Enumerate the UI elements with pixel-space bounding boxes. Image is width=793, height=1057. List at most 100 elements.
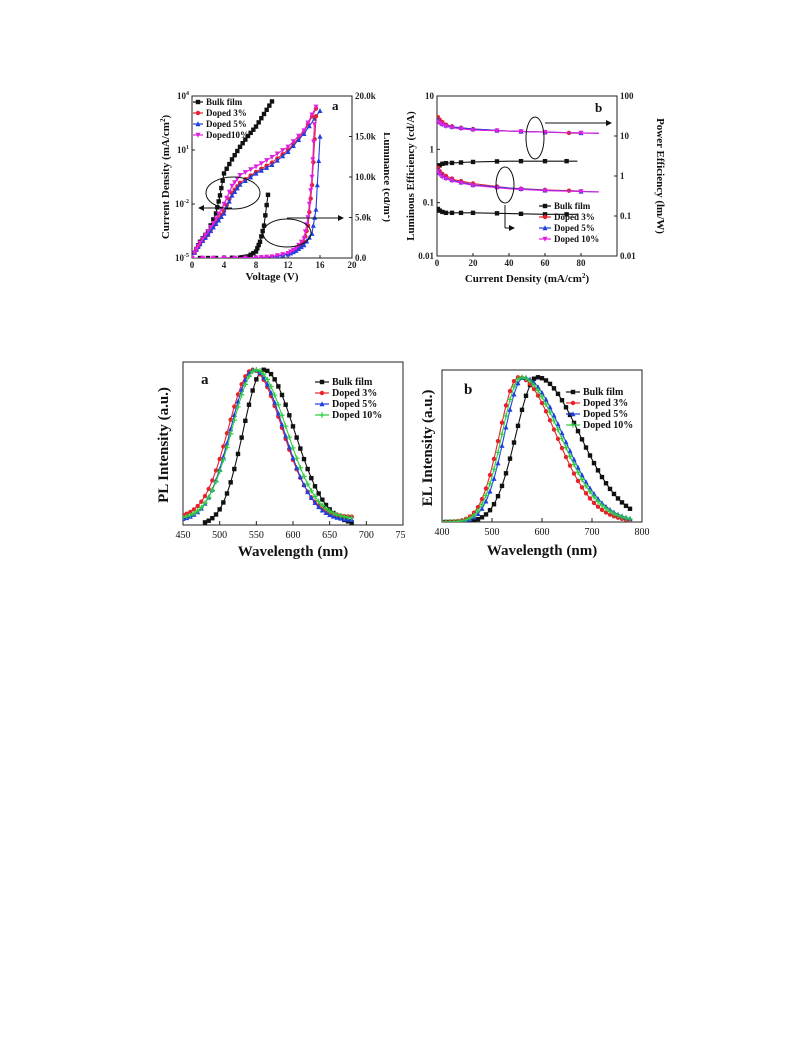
data-point <box>261 111 267 117</box>
y2-axis-label: Luminance (cd/m2) <box>381 132 390 222</box>
data-point <box>583 483 589 489</box>
data-point <box>221 210 227 216</box>
data-point <box>555 436 561 442</box>
data-point <box>503 424 509 430</box>
data-point <box>243 137 248 142</box>
panel-label: a <box>332 98 339 113</box>
data-point <box>308 188 314 194</box>
tick-label: 0.1 <box>423 198 435 208</box>
data-point <box>306 123 312 129</box>
legend-label: Doped 5% <box>554 223 595 233</box>
data-point <box>483 498 489 504</box>
data-point <box>443 124 449 130</box>
data-point <box>571 461 577 468</box>
data-point <box>268 390 274 395</box>
data-point <box>197 255 203 258</box>
data-point <box>317 108 323 114</box>
data-point <box>301 242 307 248</box>
data-point <box>210 220 216 226</box>
legend-marker <box>195 121 201 127</box>
data-point <box>483 492 489 499</box>
arrow-head-le <box>606 120 612 126</box>
data-point <box>603 510 609 515</box>
legend-label: Doped 3% <box>332 388 377 399</box>
data-point <box>619 514 625 520</box>
data-point <box>518 211 524 217</box>
data-point <box>290 424 296 429</box>
data-point <box>499 483 505 489</box>
data-point <box>254 377 259 382</box>
data-point <box>259 234 264 239</box>
data-point <box>260 371 267 377</box>
tick-label: 0 <box>190 260 195 270</box>
data-point <box>310 222 316 228</box>
data-point <box>224 491 230 496</box>
data-point <box>591 460 597 466</box>
data-point <box>470 159 476 165</box>
data-point <box>232 404 237 409</box>
legend-marker <box>195 99 201 105</box>
data-point <box>216 211 222 217</box>
data-point <box>563 405 569 410</box>
data-point <box>564 158 569 164</box>
data-point <box>523 393 529 398</box>
data-point <box>567 412 573 418</box>
data-point <box>518 129 524 135</box>
data-point <box>458 160 464 165</box>
tick-label: 500 <box>212 530 227 541</box>
data-point <box>305 489 311 495</box>
data-point <box>323 505 329 512</box>
data-point <box>319 507 325 513</box>
data-point <box>198 504 205 511</box>
data-point <box>216 217 222 223</box>
data-point <box>551 412 557 418</box>
data-point <box>559 445 565 451</box>
data-point <box>221 171 227 176</box>
data-point <box>315 498 322 505</box>
data-point <box>458 210 464 216</box>
data-point <box>595 498 601 505</box>
tick-label: 1 <box>620 171 625 181</box>
data-point <box>279 392 285 398</box>
data-point <box>471 518 477 522</box>
data-point <box>301 236 307 242</box>
tick-label: 10 <box>620 131 630 141</box>
data-point <box>258 255 264 258</box>
data-point <box>531 386 537 392</box>
data-point <box>334 512 340 518</box>
data-point <box>213 211 219 216</box>
data-point <box>312 214 318 220</box>
data-point <box>248 252 253 257</box>
data-point <box>611 514 617 519</box>
data-point <box>250 388 255 393</box>
tick-label: 60 <box>541 258 551 268</box>
arrow-head-right <box>338 215 344 221</box>
data-point <box>195 243 201 249</box>
data-point <box>599 474 605 480</box>
data-point <box>555 421 561 427</box>
data-point <box>535 387 541 394</box>
y-axis-label: Luminous Efficiency (cd/A) <box>405 111 417 241</box>
data-point <box>265 368 270 374</box>
data-point <box>603 481 609 486</box>
legend-label: Doped 10% <box>554 234 599 244</box>
data-point <box>542 158 548 164</box>
data-point <box>607 512 613 517</box>
data-point <box>200 255 206 258</box>
data-point <box>443 210 449 216</box>
data-point <box>229 183 235 189</box>
data-point <box>503 471 509 476</box>
data-point <box>470 183 476 189</box>
data-point <box>313 104 319 110</box>
data-point <box>285 144 291 150</box>
data-point <box>309 475 314 481</box>
data-point <box>264 381 270 387</box>
data-point <box>313 206 319 212</box>
data-point <box>312 493 318 500</box>
data-point <box>499 442 505 448</box>
data-point <box>304 481 311 487</box>
data-point <box>224 444 230 451</box>
data-point <box>511 379 517 384</box>
legend-marker <box>319 390 325 396</box>
data-point <box>341 514 348 520</box>
